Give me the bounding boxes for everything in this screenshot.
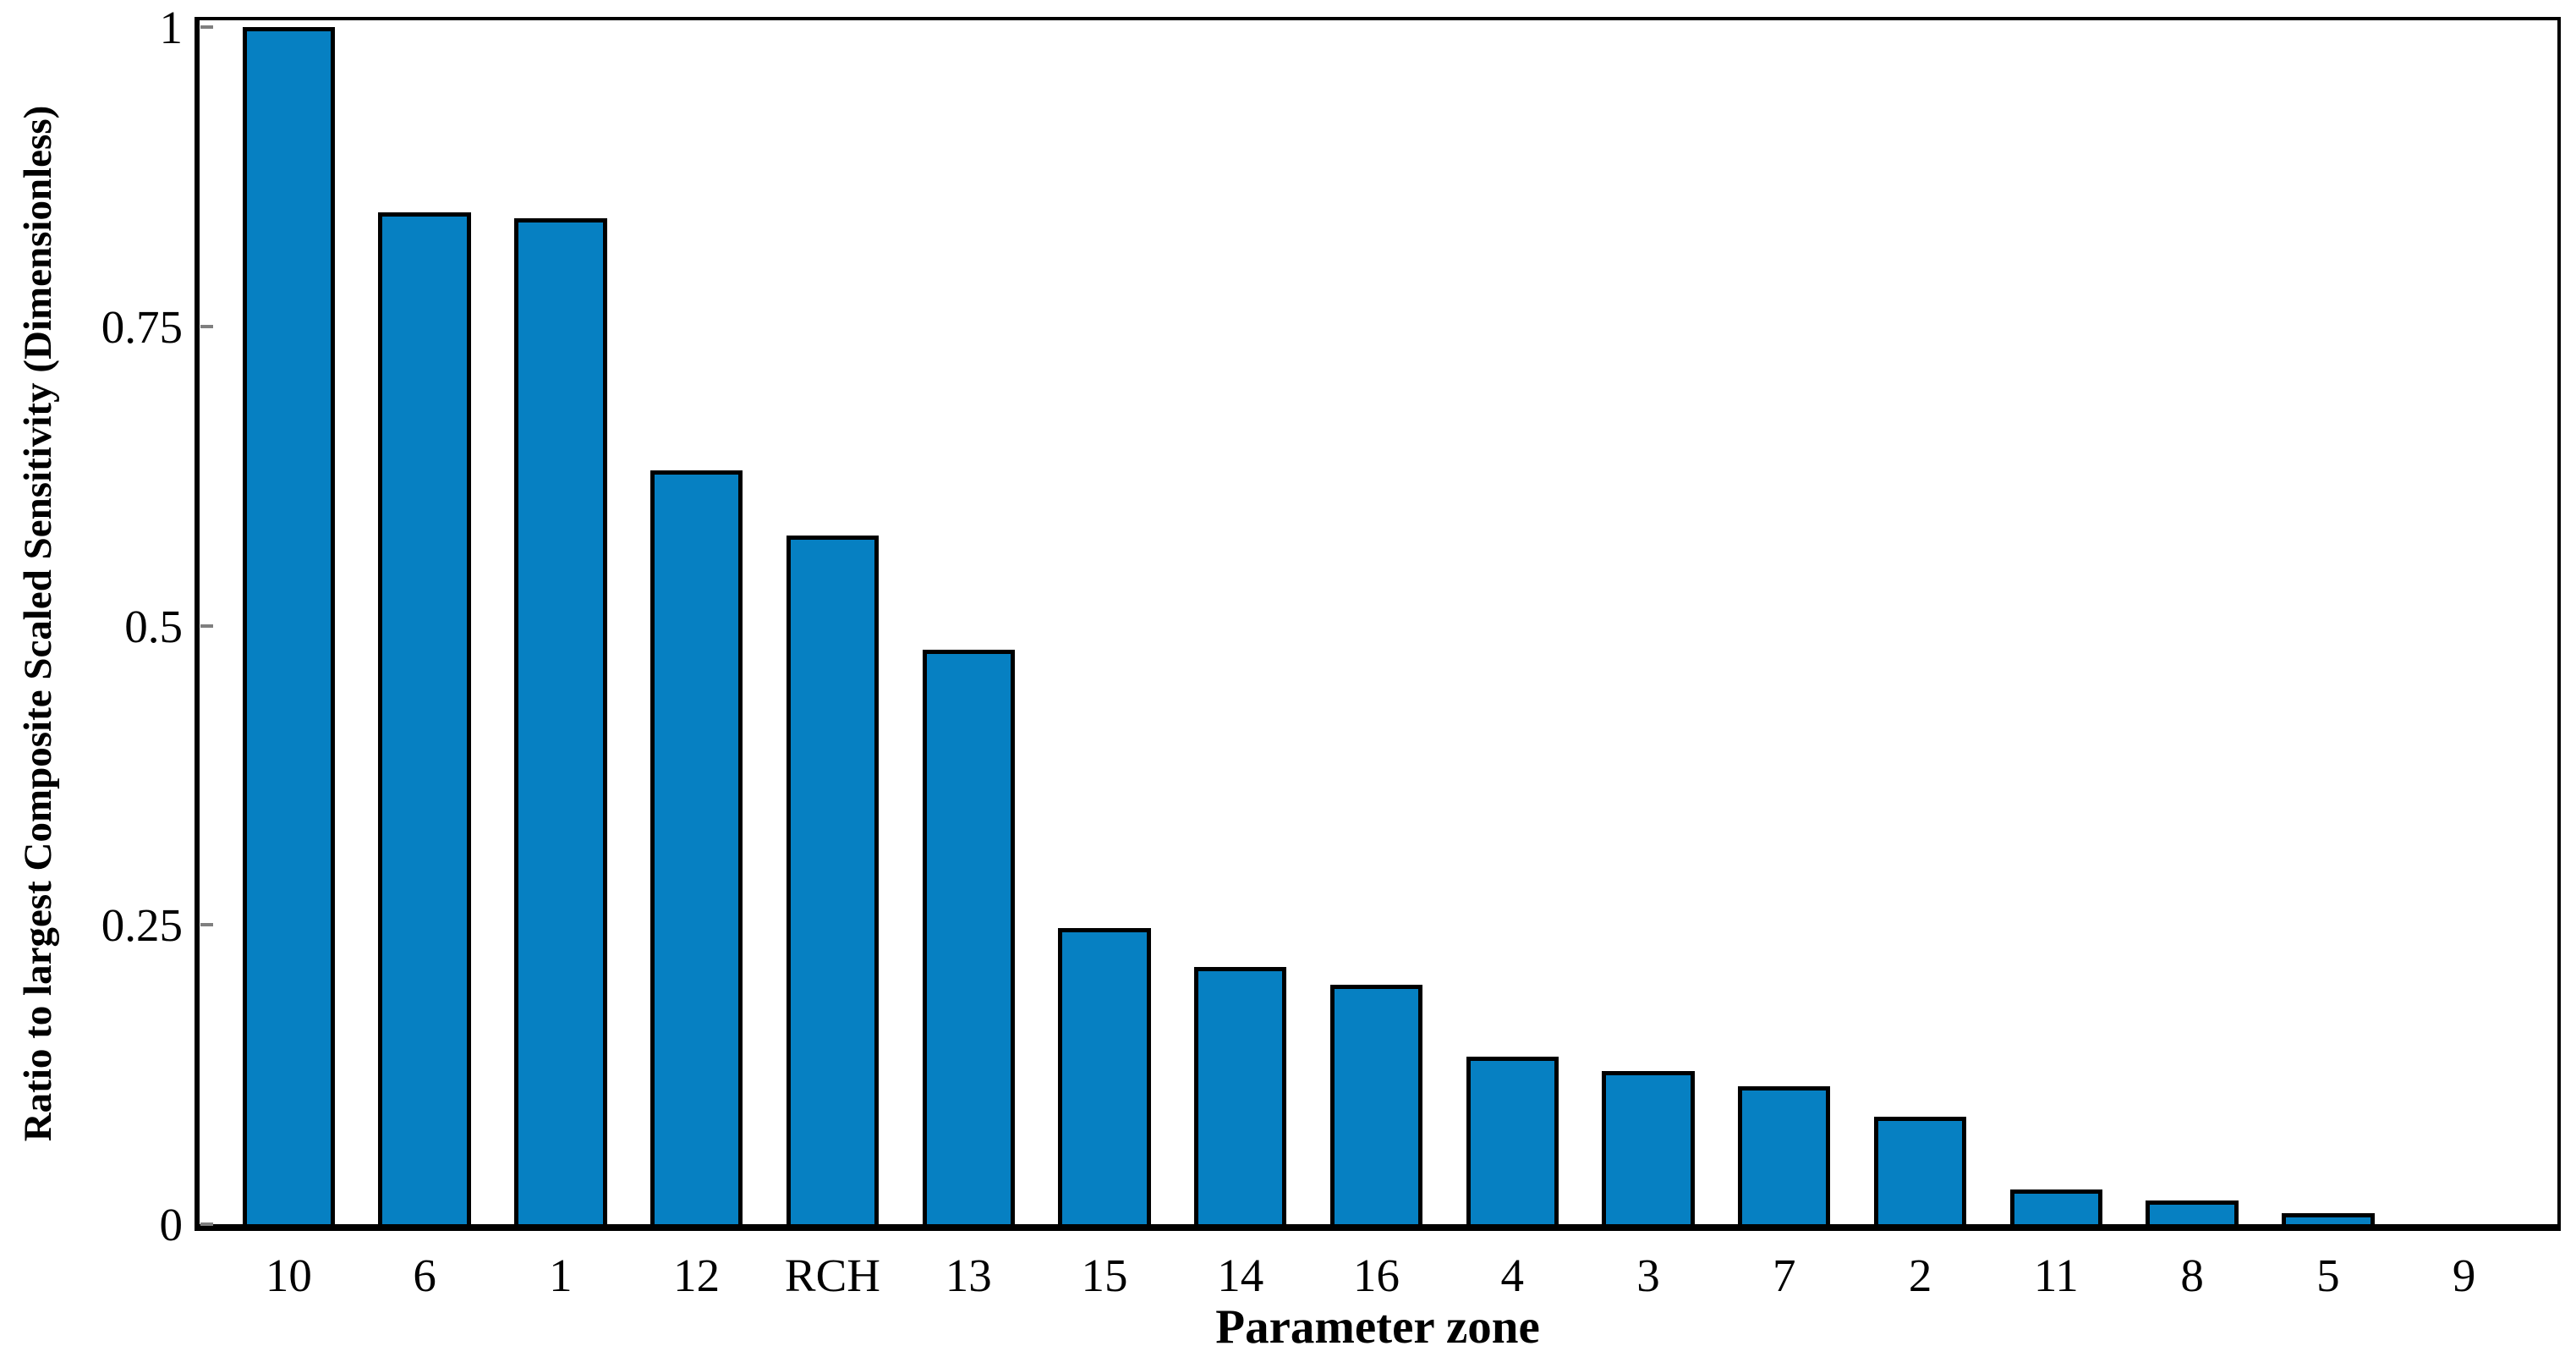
x-category-label: 14	[1217, 1250, 1264, 1301]
y-tick-label: 1	[159, 2, 184, 53]
x-category-label: 11	[2033, 1250, 2079, 1301]
bar-slot	[765, 20, 901, 1224]
bar-slot	[1037, 20, 1173, 1224]
bar-slot	[901, 20, 1037, 1224]
x-category-label: 6	[413, 1250, 436, 1301]
bar-16	[1329, 985, 1423, 1224]
bar-12	[650, 470, 743, 1224]
bar-1	[514, 218, 607, 1224]
x-category-label: 13	[945, 1250, 992, 1301]
bar-slot	[1308, 20, 1444, 1224]
y-tick-mark	[200, 923, 213, 927]
bar-slot	[493, 20, 629, 1224]
y-tick-label: 0.25	[101, 899, 183, 952]
bar-slot	[1716, 20, 1852, 1224]
bar-11	[2009, 1189, 2102, 1224]
bar-slot	[2124, 20, 2261, 1224]
bar-4	[1466, 1057, 1559, 1224]
x-category-label: RCH	[784, 1250, 880, 1301]
x-axis-labels: 10 6 1 12 RCH 13 15 14 16 4 3 7 2 11 8 5 9	[200, 1250, 2557, 1301]
bar-slot	[1172, 20, 1308, 1224]
bar-slot	[2260, 20, 2396, 1224]
bar-slot	[357, 20, 493, 1224]
x-category-label: 9	[2452, 1250, 2476, 1301]
bar-6	[378, 212, 471, 1224]
y-tick-mark	[200, 624, 213, 628]
bar-slot	[2396, 20, 2532, 1224]
x-category-label: 2	[1908, 1250, 1932, 1301]
x-category-label: 3	[1636, 1250, 1660, 1301]
bar-3	[1602, 1071, 1695, 1224]
y-tick-mark	[200, 324, 213, 328]
y-tick-label: 0	[159, 1199, 184, 1250]
bar-14	[1194, 967, 1287, 1224]
bar-8	[2146, 1200, 2239, 1224]
x-category-label: 8	[2180, 1250, 2204, 1301]
bar-slot	[1988, 20, 2124, 1224]
bar-slot	[628, 20, 765, 1224]
y-tick-label: 0.75	[101, 300, 183, 353]
x-category-label: 10	[265, 1250, 312, 1301]
bar-slot	[1581, 20, 1717, 1224]
bar-slot	[1852, 20, 1988, 1224]
bar-slot	[1444, 20, 1581, 1224]
bar-5	[2282, 1213, 2375, 1224]
x-category-label: 5	[2316, 1250, 2340, 1301]
bar-15	[1058, 928, 1151, 1224]
bar-RCH	[786, 536, 880, 1224]
x-category-label: 7	[1773, 1250, 1796, 1301]
bar-10	[242, 27, 336, 1224]
x-category-label: 12	[673, 1250, 721, 1301]
x-axis-title: Parameter zone	[1215, 1300, 1540, 1354]
bar-slot	[221, 20, 357, 1224]
y-tick-mark	[200, 25, 213, 29]
x-category-label: 15	[1081, 1250, 1128, 1301]
y-tick-mark	[200, 1222, 213, 1226]
y-tick-label: 0.5	[124, 600, 183, 652]
x-category-label: 1	[549, 1250, 573, 1301]
x-category-label: 4	[1500, 1250, 1525, 1301]
x-category-label: 16	[1353, 1250, 1400, 1301]
bar-13	[922, 650, 1015, 1224]
bar-2	[1873, 1117, 1967, 1224]
bars-container	[200, 20, 2557, 1224]
bar-7	[1738, 1086, 1831, 1224]
